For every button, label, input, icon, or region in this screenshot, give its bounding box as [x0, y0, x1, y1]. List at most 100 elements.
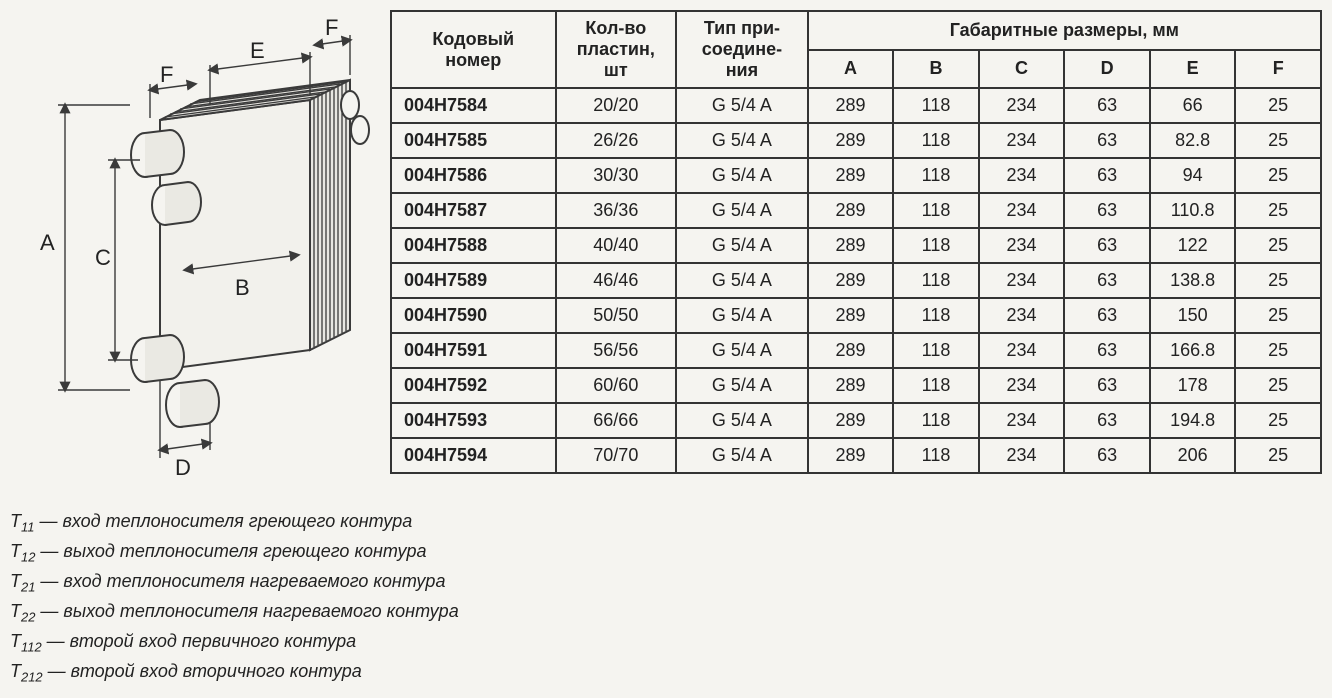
cell-plates: 26/26	[556, 123, 677, 158]
cell-d: 63	[1064, 263, 1150, 298]
th-e: E	[1150, 50, 1236, 89]
heat-exchanger-diagram: A C B E F F D	[10, 10, 380, 490]
cell-code: 004H7593	[391, 403, 556, 438]
cell-d: 63	[1064, 193, 1150, 228]
cell-d: 63	[1064, 368, 1150, 403]
cell-plates: 36/36	[556, 193, 677, 228]
cell-a: 289	[808, 403, 894, 438]
legend-symbol: T212	[10, 661, 43, 681]
legend-line: T112 — второй вход первичного контура	[10, 628, 1322, 657]
cell-b: 118	[893, 158, 979, 193]
table-row: 004H758630/30G 5/4 A289118234639425	[391, 158, 1321, 193]
dim-label-c: C	[95, 245, 111, 270]
cell-f: 25	[1235, 403, 1321, 438]
cell-plates: 70/70	[556, 438, 677, 473]
cell-d: 63	[1064, 88, 1150, 123]
cell-b: 118	[893, 403, 979, 438]
cell-e: 82.8	[1150, 123, 1236, 158]
cell-f: 25	[1235, 123, 1321, 158]
legend-text: — выход теплоносителя нагреваемого конту…	[35, 601, 458, 621]
legend-line: T11 — вход теплоносителя греющего контур…	[10, 508, 1322, 537]
cell-e: 110.8	[1150, 193, 1236, 228]
cell-b: 118	[893, 368, 979, 403]
cell-c: 234	[979, 438, 1065, 473]
cell-c: 234	[979, 333, 1065, 368]
table-row: 004H759366/66G 5/4 A28911823463194.825	[391, 403, 1321, 438]
cell-conn: G 5/4 A	[676, 88, 808, 123]
cell-a: 289	[808, 263, 894, 298]
cell-d: 63	[1064, 158, 1150, 193]
cell-f: 25	[1235, 298, 1321, 333]
cell-d: 63	[1064, 333, 1150, 368]
cell-e: 194.8	[1150, 403, 1236, 438]
cell-conn: G 5/4 A	[676, 158, 808, 193]
cell-conn: G 5/4 A	[676, 298, 808, 333]
table-row: 004H758736/36G 5/4 A28911823463110.825	[391, 193, 1321, 228]
cell-d: 63	[1064, 403, 1150, 438]
table-row: 004H758840/40G 5/4 A2891182346312225	[391, 228, 1321, 263]
cell-a: 289	[808, 88, 894, 123]
cell-code: 004H7592	[391, 368, 556, 403]
cell-d: 63	[1064, 228, 1150, 263]
cell-e: 166.8	[1150, 333, 1236, 368]
dim-label-f1: F	[160, 62, 173, 87]
cell-plates: 20/20	[556, 88, 677, 123]
cell-code: 004H7589	[391, 263, 556, 298]
table-row: 004H758526/26G 5/4 A2891182346382.825	[391, 123, 1321, 158]
cell-a: 289	[808, 368, 894, 403]
legend-symbol: T12	[10, 541, 35, 561]
cell-e: 138.8	[1150, 263, 1236, 298]
legend-symbol: T112	[10, 631, 42, 651]
legend-text: — выход теплоносителя греющего контура	[35, 541, 426, 561]
cell-plates: 30/30	[556, 158, 677, 193]
th-d: D	[1064, 50, 1150, 89]
dim-label-b: B	[235, 275, 250, 300]
cell-code: 004H7586	[391, 158, 556, 193]
cell-d: 63	[1064, 438, 1150, 473]
table-row: 004H759470/70G 5/4 A2891182346320625	[391, 438, 1321, 473]
cell-code: 004H7585	[391, 123, 556, 158]
cell-f: 25	[1235, 228, 1321, 263]
spec-table-wrap: Кодовый номер Кол-во пластин, шт Тип при…	[390, 10, 1322, 474]
cell-plates: 46/46	[556, 263, 677, 298]
cell-plates: 56/56	[556, 333, 677, 368]
cell-c: 234	[979, 158, 1065, 193]
cell-a: 289	[808, 438, 894, 473]
cell-f: 25	[1235, 193, 1321, 228]
cell-d: 63	[1064, 298, 1150, 333]
cell-a: 289	[808, 298, 894, 333]
cell-conn: G 5/4 A	[676, 403, 808, 438]
cell-conn: G 5/4 A	[676, 333, 808, 368]
cell-code: 004H7587	[391, 193, 556, 228]
cell-conn: G 5/4 A	[676, 193, 808, 228]
cell-conn: G 5/4 A	[676, 368, 808, 403]
cell-f: 25	[1235, 333, 1321, 368]
cell-f: 25	[1235, 88, 1321, 123]
legend-line: T22 — выход теплоносителя нагреваемого к…	[10, 598, 1322, 627]
legend-text: — вход теплоносителя нагреваемого контур…	[35, 571, 445, 591]
legend: T11 — вход теплоносителя греющего контур…	[10, 508, 1322, 687]
legend-line: T12 — выход теплоносителя греющего конту…	[10, 538, 1322, 567]
cell-a: 289	[808, 333, 894, 368]
dim-label-d: D	[175, 455, 191, 480]
cell-a: 289	[808, 123, 894, 158]
cell-e: 150	[1150, 298, 1236, 333]
cell-f: 25	[1235, 263, 1321, 298]
spec-table: Кодовый номер Кол-во пластин, шт Тип при…	[390, 10, 1322, 474]
th-dims-group: Габаритные размеры, мм	[808, 11, 1321, 50]
cell-e: 122	[1150, 228, 1236, 263]
cell-code: 004H7584	[391, 88, 556, 123]
legend-text: — второй вход вторичного контура	[43, 661, 362, 681]
legend-line: T21 — вход теплоносителя нагреваемого ко…	[10, 568, 1322, 597]
cell-b: 118	[893, 123, 979, 158]
cell-conn: G 5/4 A	[676, 263, 808, 298]
cell-e: 94	[1150, 158, 1236, 193]
th-code: Кодовый номер	[391, 11, 556, 88]
cell-plates: 60/60	[556, 368, 677, 403]
cell-code: 004H7588	[391, 228, 556, 263]
cell-c: 234	[979, 263, 1065, 298]
cell-b: 118	[893, 88, 979, 123]
table-row: 004H759050/50G 5/4 A2891182346315025	[391, 298, 1321, 333]
th-a: A	[808, 50, 894, 89]
cell-f: 25	[1235, 438, 1321, 473]
